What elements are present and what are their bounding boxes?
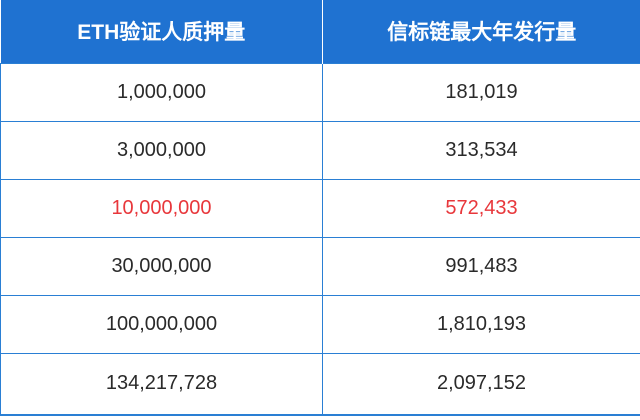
cell-issuance: 991,483 xyxy=(322,236,640,295)
table-row: 100,000,000 1,810,193 xyxy=(0,294,640,353)
table-row: 3,000,000 313,534 xyxy=(0,120,640,179)
cell-issuance: 572,433 xyxy=(322,178,640,237)
table-row: 10,000,000 572,433 xyxy=(0,178,640,237)
header-row: ETH验证人质押量 信标链最大年发行量 xyxy=(0,0,640,63)
cell-stake: 3,000,000 xyxy=(0,120,323,179)
table-row: 1,000,000 181,019 xyxy=(0,62,640,121)
cell-issuance: 313,534 xyxy=(322,120,640,179)
header-stake: ETH验证人质押量 xyxy=(77,21,246,45)
cell-stake: 10,000,000 xyxy=(0,178,323,237)
cell-stake: 100,000,000 xyxy=(0,294,323,353)
table-row: 30,000,000 991,483 xyxy=(0,236,640,295)
cell-stake: 30,000,000 xyxy=(0,236,323,295)
table-row: 134,217,728 2,097,152 xyxy=(0,352,640,416)
cell-stake: 134,217,728 xyxy=(0,352,323,416)
cell-stake: 1,000,000 xyxy=(0,62,323,121)
cell-issuance: 181,019 xyxy=(322,62,640,121)
table-header: ETH验证人质押量 信标链最大年发行量 xyxy=(0,0,640,63)
cell-issuance: 1,810,193 xyxy=(322,294,640,353)
table-body: 1,000,000 181,019 3,000,000 313,534 10,0… xyxy=(0,62,640,416)
cell-issuance: 2,097,152 xyxy=(322,352,640,416)
header-issuance: 信标链最大年发行量 xyxy=(322,0,640,63)
